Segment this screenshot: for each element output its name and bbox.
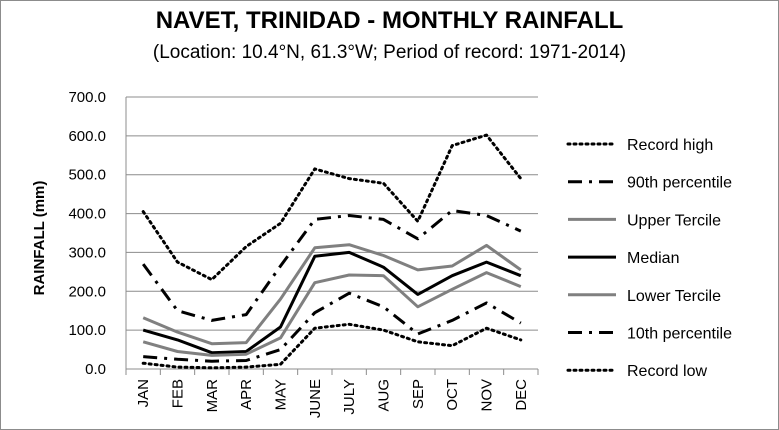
y-tick-label: 100.0 (68, 322, 106, 339)
legend-label: 90th percentile (627, 175, 732, 192)
x-tick-label: JULY (341, 379, 358, 415)
x-tick-label: NOV (479, 379, 496, 412)
axes: 0.0 100.0 200.0 300.0 400.0 500.0 600.0 700.0 JA… (68, 89, 539, 418)
x-tick-label: MAR (204, 379, 221, 413)
legend-label: Record low (627, 363, 707, 380)
x-tick-label: JAN (135, 379, 152, 407)
y-tick-label: 0.0 (85, 361, 106, 378)
x-tick-label: MAY (273, 379, 290, 410)
legend-label: Record high (627, 137, 713, 154)
series-line-record-low (141, 322, 523, 370)
series-line-upper-tercile (142, 243, 522, 346)
x-tick-label: FEB (170, 379, 187, 408)
legend-label: 10th percentile (627, 326, 732, 343)
x-tick-label: SEP (410, 379, 427, 409)
y-tick-label: 700.0 (68, 89, 106, 106)
y-axis-title: RAINFALL (mm) (31, 181, 48, 296)
series-line-90th-percentile (141, 209, 522, 322)
legend: Record high 90th percentile Upper Tercile M… (566, 137, 732, 380)
series-line-10th-percentile (143, 291, 522, 363)
legend-label: Upper Tercile (627, 212, 721, 229)
y-tick-label: 400.0 (68, 206, 106, 223)
series-lines (141, 133, 523, 370)
y-tick-label: 200.0 (68, 283, 106, 300)
legend-label: Median (627, 250, 679, 267)
x-tick-label: OCT (444, 379, 461, 411)
gridlines (126, 96, 538, 370)
x-tick-label: DEC (513, 379, 530, 411)
x-tick-label: APR (238, 379, 255, 410)
chart-title: NAVET, TRINIDAD - MONTHLY RAINFALL (155, 7, 624, 34)
series-line-median (142, 250, 522, 355)
y-tick-label: 500.0 (68, 167, 106, 184)
y-tick-label: 300.0 (68, 244, 106, 261)
chart-subtitle: (Location: 10.4°N, 61.3°W; Period of rec… (152, 42, 627, 63)
x-tick-label: JUNE (307, 379, 324, 418)
y-tick-label: 600.0 (68, 128, 106, 145)
series-line-lower-tercile (142, 271, 522, 357)
legend-label: Lower Tercile (627, 288, 721, 305)
series-line-record-high (141, 133, 523, 282)
x-tick-label: AUG (376, 379, 393, 412)
